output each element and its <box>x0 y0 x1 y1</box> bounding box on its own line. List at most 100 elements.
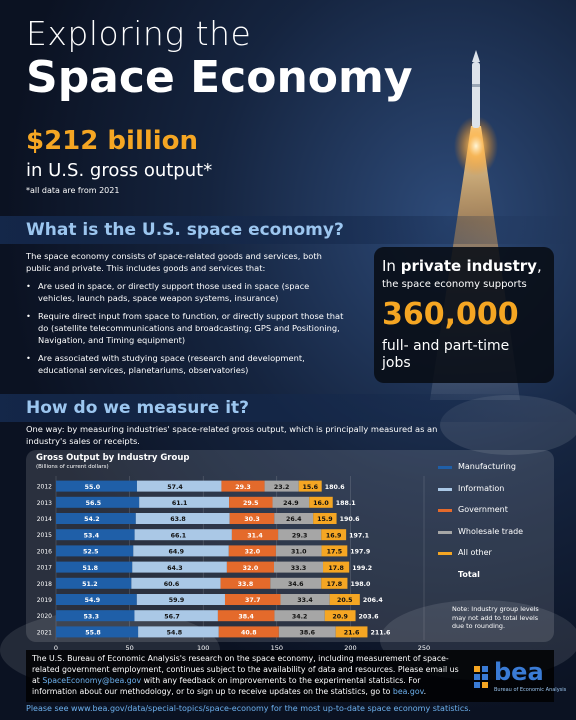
footer-text-part: with any feedback on improvements to the… <box>32 676 421 696</box>
footer-panel <box>26 650 554 702</box>
legend-item: All other <box>436 548 551 560</box>
bar-value-label: 60.6 <box>164 581 180 588</box>
bar-segment-wholesale-trade <box>275 545 322 557</box>
bar-segment-wholesale-trade <box>278 529 322 541</box>
bar-value-label: 34.2 <box>292 613 308 620</box>
bar-value-label: 29.3 <box>292 532 308 539</box>
bar-segment-wholesale-trade <box>272 496 310 508</box>
bar-segment-all-other <box>323 561 350 573</box>
bar-segment-information <box>133 545 229 557</box>
legend-swatch <box>438 552 452 555</box>
bar-value-label: 61.1 <box>172 500 188 507</box>
list-item: Require direct input from space to funct… <box>26 310 346 346</box>
bar-segment-information <box>138 626 219 638</box>
callout-prefix: In <box>382 257 401 275</box>
bar-value-label: 40.8 <box>241 630 257 637</box>
bar-value-label: 15.6 <box>302 484 318 491</box>
bar-segment-all-other <box>321 529 347 541</box>
definition-list: Are used in space, or directly support t… <box>26 280 346 382</box>
bar-segment-government <box>228 545 276 557</box>
bar-value-label: 30.3 <box>244 516 260 523</box>
y-category-label: 2020 <box>37 613 52 620</box>
bar-total-label: 199.2 <box>352 565 372 572</box>
section-heading-band: What is the U.S. space economy? <box>0 216 576 244</box>
bar-total-label: 180.6 <box>325 484 346 491</box>
title-line-2: Space Economy <box>26 52 413 103</box>
bar-value-label: 20.9 <box>332 613 348 620</box>
bar-value-label: 33.4 <box>297 597 313 604</box>
jobs-number: 360,000 <box>382 297 519 332</box>
y-category-label: 2014 <box>37 516 52 523</box>
email-link[interactable]: SpaceEconomy@bea.gov <box>42 676 142 685</box>
bar-segment-information <box>134 529 232 541</box>
legend-item: Manufacturing <box>436 462 551 474</box>
more-statistics-link[interactable]: Please see www.bea.gov/data/special-topi… <box>26 704 471 713</box>
x-tick-label: 0 <box>54 644 58 652</box>
title-line-1: Exploring the <box>26 14 252 53</box>
bar-segment-manufacturing <box>56 610 135 622</box>
bar-segment-wholesale-trade <box>280 594 330 605</box>
bar-value-label: 32.0 <box>243 565 259 572</box>
bar-value-label: 31.0 <box>291 549 307 556</box>
measure-intro: One way: by measuring industries' space-… <box>26 424 438 446</box>
bea-logo-subtext: Bureau of Economic Analysis <box>494 687 567 693</box>
legend-item: Total <box>436 570 551 582</box>
bar-value-label: 29.3 <box>235 484 251 491</box>
bar-value-label: 55.8 <box>85 630 101 637</box>
bea-site-link[interactable]: bea.gov <box>392 687 424 696</box>
bar-value-label: 34.6 <box>288 581 304 588</box>
x-tick-label: 150 <box>271 644 283 652</box>
legend-label: All other <box>458 548 492 557</box>
y-category-label: 2013 <box>37 500 52 507</box>
y-category-label: 2015 <box>37 532 52 539</box>
bar-value-label: 31.4 <box>247 532 263 539</box>
bar-value-label: 24.9 <box>283 500 299 507</box>
bar-segment-wholesale-trade <box>274 561 324 573</box>
x-tick-label: 250 <box>418 644 430 652</box>
bar-segment-manufacturing <box>56 577 132 589</box>
bar-value-label: 63.8 <box>170 516 186 523</box>
bar-segment-government <box>226 561 275 573</box>
bar-value-label: 15.9 <box>317 516 333 523</box>
bar-segment-information <box>139 496 230 508</box>
bar-total-label: 206.4 <box>363 597 384 604</box>
bar-value-label: 16.9 <box>326 532 342 539</box>
callout-suffix: , <box>536 257 542 275</box>
y-category-label: 2016 <box>37 548 52 555</box>
chart-subtitle: (Billions of current dollars) <box>36 464 109 470</box>
legend-item: Wholesale trade <box>436 527 551 539</box>
bar-segment-information <box>132 561 227 573</box>
bar-segment-all-other <box>329 594 360 605</box>
legend-label: Manufacturing <box>458 462 516 471</box>
bar-segment-government <box>217 610 275 622</box>
bar-segment-information <box>136 594 225 605</box>
legend-label: Government <box>458 505 508 514</box>
bar-value-label: 56.7 <box>164 613 180 620</box>
legend-swatch <box>438 509 452 512</box>
callout-line-1: In private industry, <box>382 257 542 275</box>
bar-segment-government <box>229 513 275 524</box>
bar-segment-manufacturing <box>56 480 137 492</box>
bar-segment-government <box>229 496 273 508</box>
bar-value-label: 17.8 <box>328 565 344 572</box>
bar-segment-all-other <box>298 480 322 492</box>
callout-line-4: jobs <box>382 355 411 371</box>
bar-segment-manufacturing <box>56 561 133 573</box>
section-heading-band: How do we measure it? <box>0 394 576 422</box>
bar-segment-manufacturing <box>56 513 136 524</box>
bar-segment-manufacturing <box>56 496 140 508</box>
bar-value-label: 51.2 <box>82 581 98 588</box>
bar-value-label: 38.4 <box>238 613 254 620</box>
legend-swatch <box>438 487 452 491</box>
bar-segment-information <box>131 577 221 589</box>
bar-value-label: 52.5 <box>83 549 99 556</box>
bar-total-label: 197.1 <box>349 532 369 539</box>
bar-value-label: 56.5 <box>86 500 102 507</box>
bar-segment-government <box>231 529 279 541</box>
x-tick-label: 100 <box>197 644 209 652</box>
bar-value-label: 37.7 <box>245 597 261 604</box>
bar-value-label: 33.3 <box>291 565 307 572</box>
y-category-label: 2019 <box>37 597 52 604</box>
y-category-label: 2018 <box>37 581 52 588</box>
bar-segment-government <box>221 480 265 492</box>
